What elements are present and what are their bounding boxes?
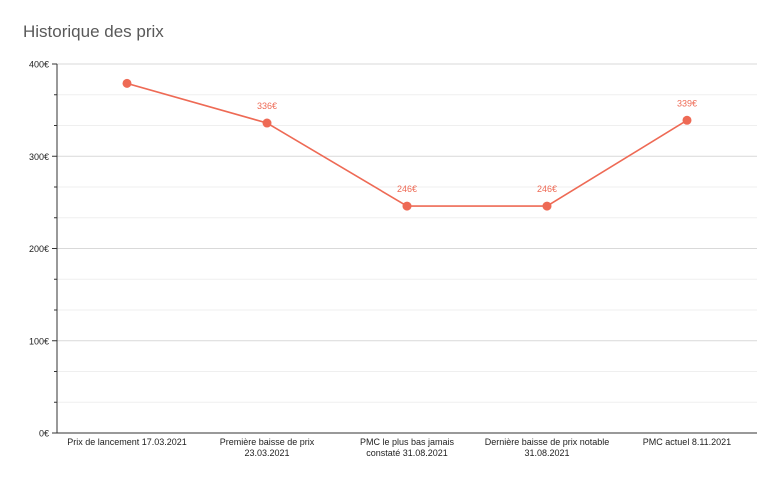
data-label: 246€ <box>397 184 417 194</box>
data-point <box>682 115 692 125</box>
x-tick-label: Prix de lancement 17.03.2021 <box>67 437 187 447</box>
y-tick-label: 0€ <box>39 429 49 439</box>
data-label: 246€ <box>537 184 557 194</box>
y-tick-label: 400€ <box>29 60 49 70</box>
x-tick-label: PMC actuel 8.11.2021 <box>643 437 731 447</box>
y-tick-label: 100€ <box>29 336 49 346</box>
x-tick-label: Première baisse de prix 23.03.2021 <box>220 437 315 458</box>
x-tick-label: PMC le plus bas jamais constaté 31.08.202… <box>360 437 455 458</box>
data-label: 336€ <box>257 101 277 111</box>
data-point <box>402 201 412 211</box>
y-tick-label: 200€ <box>29 244 49 254</box>
data-point <box>122 78 132 88</box>
x-tick-label: Dernière baisse de prix notable 31.08.202… <box>485 437 610 458</box>
data-label: 339€ <box>677 98 697 108</box>
data-point <box>542 201 552 211</box>
y-tick-label: 300€ <box>29 152 49 162</box>
data-point <box>262 118 272 128</box>
chart-title: Historique des prix <box>23 22 164 41</box>
